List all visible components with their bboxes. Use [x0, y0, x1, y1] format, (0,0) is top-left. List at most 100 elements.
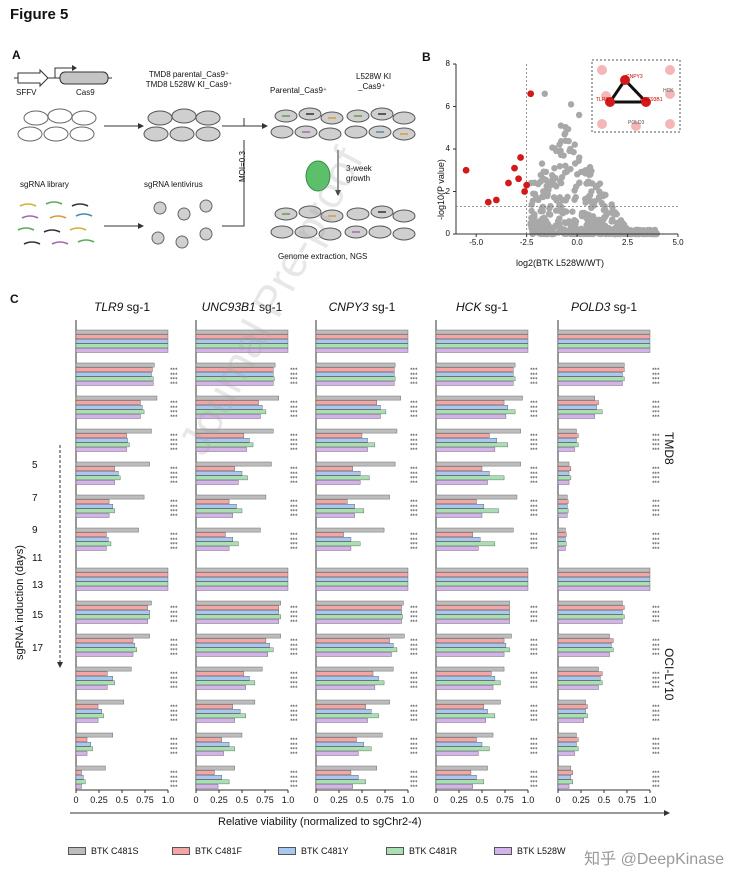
significance-marker: ***	[652, 718, 660, 724]
significance-marker: ***	[170, 606, 178, 612]
viability-bar	[315, 572, 409, 577]
viability-bar	[75, 395, 158, 401]
viability-bar	[435, 334, 529, 339]
viability-bar	[75, 737, 88, 742]
significance-marker: ***	[530, 368, 538, 374]
viability-bar	[195, 581, 289, 587]
viability-bar	[75, 633, 150, 639]
significance-marker: ***	[652, 709, 660, 715]
significance-marker: ***	[170, 685, 178, 691]
significance-marker: ***	[290, 414, 298, 420]
viability-bar	[557, 685, 599, 690]
viability-bar	[195, 527, 261, 533]
volcano-xlabel: log2(BTK L528W/WT)	[516, 258, 605, 268]
viability-bar	[75, 718, 99, 723]
viability-bar	[315, 713, 379, 719]
volcano-background-point	[558, 173, 566, 181]
significance-marker: ***	[170, 751, 178, 757]
significance-marker: ***	[652, 747, 660, 753]
significance-marker: ***	[530, 639, 538, 645]
significance-marker: ***	[170, 533, 178, 539]
parental-cells-bottom	[270, 205, 344, 241]
viability-bar	[195, 480, 239, 485]
significance-marker: ***	[410, 619, 418, 625]
significance-marker: ***	[170, 504, 178, 510]
viability-bar	[435, 709, 488, 714]
significance-marker: ***	[290, 401, 298, 407]
viability-bar	[557, 371, 623, 377]
viability-bar	[315, 732, 383, 738]
viability-bar	[315, 475, 370, 481]
significance-marker: ***	[290, 542, 298, 548]
viability-bar	[557, 508, 569, 514]
significance-marker: ***	[290, 784, 298, 790]
viability-bar	[195, 404, 263, 410]
viability-bar	[195, 400, 259, 405]
viability-bar	[435, 437, 497, 443]
viability-bar	[195, 513, 233, 518]
column-title-suffix: sg-1	[255, 300, 283, 314]
significance-marker: ***	[530, 606, 538, 612]
day-arrow-head	[57, 662, 63, 668]
viability-bar	[435, 600, 510, 606]
volcano-background-point	[567, 165, 574, 173]
volcano-hit-point	[505, 179, 512, 187]
significance-marker: ***	[652, 672, 660, 678]
viability-bar	[315, 466, 353, 471]
viability-bar	[315, 334, 409, 339]
viability-bar	[557, 339, 651, 344]
column-title-tlr9: TLR9 sg-1	[62, 300, 182, 314]
viability-bar	[557, 546, 566, 551]
volcano-background-point	[581, 195, 589, 203]
significance-marker: ***	[170, 438, 178, 444]
volcano-axes	[453, 63, 679, 237]
significance-marker: ***	[170, 619, 178, 625]
volcano-background-point	[595, 194, 603, 201]
volcano-background-point	[562, 228, 569, 235]
viability-bar	[557, 494, 568, 500]
panel-a: A	[0, 0, 440, 285]
viability-bar	[435, 737, 477, 742]
volcano-background-point	[545, 210, 553, 218]
viability-bar	[435, 428, 521, 434]
viability-bar	[557, 676, 601, 681]
viability-bar	[557, 461, 570, 467]
significance-marker: ***	[170, 615, 178, 621]
viability-bar	[557, 567, 651, 573]
x-tick-label: 0.25	[450, 795, 468, 805]
viability-bar	[435, 536, 481, 542]
significance-marker: ***	[170, 405, 178, 411]
viability-bar	[75, 466, 115, 471]
viability-bar	[435, 680, 501, 686]
viability-bar	[435, 513, 483, 518]
viability-bar	[75, 527, 139, 533]
significance-marker: ***	[410, 443, 418, 449]
viability-bar	[75, 713, 104, 719]
network-peripheral-node	[665, 89, 675, 99]
volcano-background-point	[600, 229, 608, 237]
viability-bar	[195, 532, 226, 537]
x-tick-label: 1.0	[281, 795, 295, 805]
significance-marker: ***	[170, 709, 178, 715]
viability-bar	[315, 586, 409, 591]
bar-column-hck: ****************************************…	[435, 320, 538, 793]
volcano-background-point	[627, 227, 635, 234]
significance-marker: ***	[290, 447, 298, 453]
significance-marker: ***	[410, 681, 418, 687]
x-tick-label: 1.0	[521, 795, 535, 805]
significance-marker: ***	[170, 718, 178, 724]
x-tick-label: 0.5	[235, 795, 249, 805]
significance-marker: ***	[290, 643, 298, 649]
viability-bar	[557, 400, 599, 405]
significance-marker: ***	[170, 471, 178, 477]
viability-bar	[557, 367, 625, 372]
sgrna-library-lines	[17, 201, 95, 245]
viability-bar	[75, 732, 113, 738]
green-cell	[305, 160, 331, 192]
viability-bar	[195, 546, 230, 551]
x-tick-label: 0	[73, 795, 79, 805]
significance-marker: ***	[170, 643, 178, 649]
significance-marker: ***	[410, 615, 418, 621]
viability-bar	[195, 718, 235, 723]
volcano-background-point	[540, 188, 547, 195]
